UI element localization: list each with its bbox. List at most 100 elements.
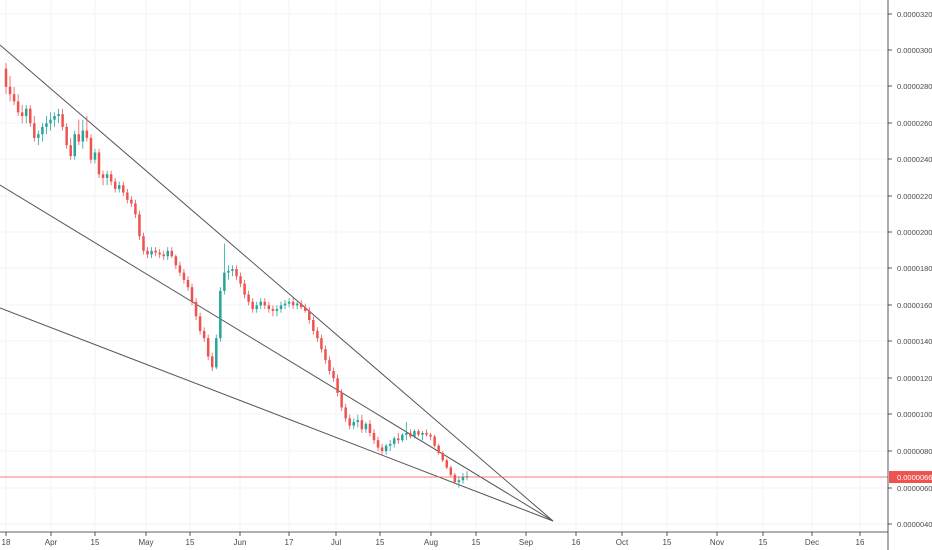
candle-body xyxy=(190,287,194,302)
candle-body xyxy=(194,301,198,317)
candle-body xyxy=(340,392,343,408)
candle-body xyxy=(287,301,291,304)
candle-body xyxy=(219,290,222,339)
candle-body xyxy=(263,301,267,306)
candle-body xyxy=(461,476,465,481)
x-tick-label: 16 xyxy=(572,538,581,547)
candle-body xyxy=(89,137,93,160)
candle-body xyxy=(109,174,113,182)
x-tick-label: 17 xyxy=(285,538,294,547)
trendline[interactable] xyxy=(0,307,554,522)
x-tick-label: Dec xyxy=(805,538,819,547)
candle-body xyxy=(251,301,254,310)
candle-body xyxy=(41,126,44,135)
candle-body xyxy=(441,452,444,461)
candle-body xyxy=(465,476,469,478)
candle-body xyxy=(206,338,210,357)
x-tick-label: Sep xyxy=(519,538,534,547)
candle-body xyxy=(215,338,218,368)
candle-body xyxy=(142,236,145,251)
candle-body xyxy=(392,438,396,444)
candle-body xyxy=(417,431,420,435)
candle-body xyxy=(65,126,68,146)
candlestick-layer xyxy=(4,63,469,488)
candle-body xyxy=(401,434,404,441)
candle-body xyxy=(4,68,8,87)
candle-body xyxy=(421,432,424,435)
candle-body xyxy=(328,360,331,371)
candle-body xyxy=(227,270,230,273)
candle-body xyxy=(409,432,412,437)
x-tick-label: 16 xyxy=(856,538,865,547)
candle-body xyxy=(37,134,40,138)
current-price-tag xyxy=(889,471,932,483)
candle-body xyxy=(332,371,335,379)
candle-body xyxy=(372,432,376,441)
candle-body xyxy=(437,445,440,453)
candle-body xyxy=(299,303,303,308)
candle-body xyxy=(291,301,295,306)
x-tick-label: May xyxy=(138,538,153,547)
candle-body xyxy=(69,145,72,157)
candle-body xyxy=(126,192,129,200)
candle-body xyxy=(239,276,242,284)
x-tick-label: Apr xyxy=(45,538,58,547)
candle-body xyxy=(336,378,339,393)
candle-body xyxy=(397,438,400,441)
candle-body xyxy=(320,338,323,350)
x-tick-label: 15 xyxy=(186,538,195,547)
x-tick-label: 15 xyxy=(91,538,100,547)
candle-body xyxy=(122,185,125,193)
candle-body xyxy=(453,474,457,483)
candle-body xyxy=(174,256,178,266)
candle-body xyxy=(295,303,299,306)
x-tick-label: Nov xyxy=(710,538,724,547)
candle-body xyxy=(348,418,351,426)
x-tick-label: 15 xyxy=(472,538,481,547)
candle-body xyxy=(12,94,16,102)
candle-body xyxy=(158,252,161,255)
candle-body xyxy=(8,86,12,95)
trendline[interactable] xyxy=(0,44,554,522)
candle-body xyxy=(154,250,157,253)
x-tick-label: Jul xyxy=(331,538,341,547)
candle-body xyxy=(170,250,174,257)
candle-body xyxy=(324,349,327,361)
candle-body xyxy=(356,420,360,422)
candle-body xyxy=(235,269,238,277)
trendline[interactable] xyxy=(0,184,554,522)
candle-body xyxy=(303,307,307,311)
candle-body xyxy=(312,320,315,331)
candle-body xyxy=(117,185,121,189)
candle-body xyxy=(283,303,287,306)
candle-body xyxy=(279,305,283,310)
x-tick-label: Oct xyxy=(616,538,629,547)
candle-body xyxy=(210,356,214,368)
candle-body xyxy=(376,440,380,448)
current-price-label: 0.00000663 xyxy=(897,473,932,482)
candle-body xyxy=(259,301,263,306)
candle-body xyxy=(255,305,258,310)
candle-body xyxy=(271,309,275,311)
candle-body xyxy=(138,214,141,237)
candle-body xyxy=(223,272,226,291)
candle-body xyxy=(457,480,461,483)
candle-body xyxy=(388,443,392,446)
candle-body xyxy=(162,254,165,257)
x-axis: 18 Apr 15 May 15 Jun 17 Jul 15 Aug 15 Sep 16 Oct 15 Nov… xyxy=(0,531,888,547)
x-tick-label: Jun xyxy=(234,538,247,547)
candle-body xyxy=(360,420,364,430)
candle-body xyxy=(53,116,56,120)
current-price-layer: 0.00000663 xyxy=(0,471,932,483)
candle-body xyxy=(130,199,133,204)
candle-body xyxy=(77,134,81,142)
